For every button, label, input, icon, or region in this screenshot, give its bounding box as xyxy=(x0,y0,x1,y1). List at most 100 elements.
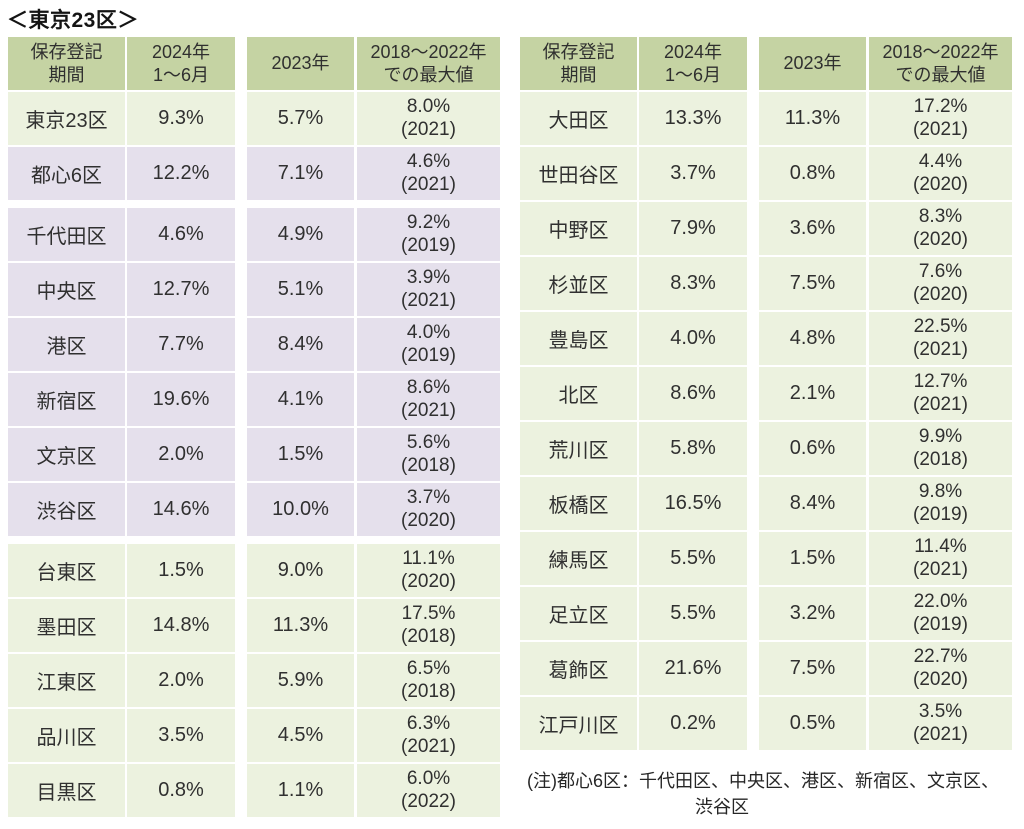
table-tokyo23-left: 保存登記 期間 2024年 1〜6月 2023年 2018〜2022年 での最大… xyxy=(8,37,500,819)
max-value-cell: 17.5% (2018) xyxy=(357,599,500,652)
ward-name-cell: 板橋区 xyxy=(520,477,637,530)
value-2024-cell: 7.7% xyxy=(127,318,235,371)
max-value: 6.0% xyxy=(406,767,451,789)
table-row: 杉並区 8.3% 7.5% 7.6% (2020) xyxy=(520,257,1012,310)
max-value: 3.9% xyxy=(406,266,451,288)
table-body-left: 東京23区 9.3% 5.7% 8.0% (2021) 都心6区 12.2% 7.1% 4.6%… xyxy=(8,92,500,817)
table-row: 新宿区 19.6% 4.1% 8.6% (2021) xyxy=(8,373,500,426)
value-2023-cell: 8.4% xyxy=(247,318,354,371)
max-value: 5.6% xyxy=(406,431,451,453)
max-value-cell: 11.4% (2021) xyxy=(869,532,1012,585)
col-header-max-2018-2022: 2018〜2022年 での最大値 xyxy=(357,37,500,90)
table-row: 豊島区 4.0% 4.8% 22.5% (2021) xyxy=(520,312,1012,365)
max-value-cell: 8.3% (2020) xyxy=(869,202,1012,255)
max-value-cell: 11.1% (2020) xyxy=(357,544,500,597)
value-2024-cell: 5.8% xyxy=(639,422,747,475)
table-row: 墨田区 14.8% 11.3% 17.5% (2018) xyxy=(8,599,500,652)
value-2024-cell: 1.5% xyxy=(127,544,235,597)
footnote-line1: (注)都心6区：千代田区、中央区、港区、新宿区、文京区、 xyxy=(527,771,999,791)
table-row: 中央区 12.7% 5.1% 3.9% (2021) xyxy=(8,263,500,316)
col-header-2023: 2023年 xyxy=(759,37,866,90)
max-value-cell: 3.9% (2021) xyxy=(357,263,500,316)
ward-name-cell: 中野区 xyxy=(520,202,637,255)
max-value: 22.7% xyxy=(913,645,968,667)
max-year: (2021) xyxy=(913,723,968,745)
max-value-cell: 22.7% (2020) xyxy=(869,642,1012,695)
max-year: (2022) xyxy=(401,790,456,812)
max-year: (2020) xyxy=(401,570,456,592)
ward-name-cell: 台東区 xyxy=(8,544,125,597)
table-body-right: 大田区 13.3% 11.3% 17.2% (2021) 世田谷区 3.7% 0.8% 4.4%… xyxy=(520,92,1012,750)
ward-name-cell: 文京区 xyxy=(8,428,125,481)
max-value: 8.6% xyxy=(406,376,451,398)
max-value: 4.0% xyxy=(406,321,451,343)
value-2023-cell: 1.5% xyxy=(247,428,354,481)
max-year: (2019) xyxy=(401,344,456,366)
value-2023-cell: 10.0% xyxy=(247,483,354,536)
max-year: (2021) xyxy=(913,393,968,415)
value-2024-cell: 19.6% xyxy=(127,373,235,426)
value-2023-cell: 5.9% xyxy=(247,654,354,707)
value-2024-cell: 0.2% xyxy=(639,697,747,750)
ward-name-cell: 杉並区 xyxy=(520,257,637,310)
table-row: 千代田区 4.6% 4.9% 9.2% (2019) xyxy=(8,208,500,261)
max-value: 9.8% xyxy=(918,480,963,502)
value-2023-cell: 4.9% xyxy=(247,208,354,261)
max-year: (2021) xyxy=(913,118,968,140)
page-title: ＜東京23区＞ xyxy=(7,9,139,32)
max-year: (2021) xyxy=(401,289,456,311)
table-row: 台東区 1.5% 9.0% 11.1% (2020) xyxy=(8,544,500,597)
max-year: (2021) xyxy=(401,399,456,421)
table-header-row: 保存登記 期間 2024年 1〜6月 2023年 2018〜2022年 での最大… xyxy=(520,37,1012,90)
max-value-cell: 4.4% (2020) xyxy=(869,147,1012,200)
ward-name-cell: 大田区 xyxy=(520,92,637,145)
max-year: (2020) xyxy=(913,668,968,690)
table-row: 東京23区 9.3% 5.7% 8.0% (2021) xyxy=(8,92,500,145)
footnote-line2: 渋谷区 xyxy=(695,797,749,818)
value-2024-cell: 5.5% xyxy=(639,532,747,585)
ward-name-cell: 足立区 xyxy=(520,587,637,640)
max-value: 12.7% xyxy=(913,370,968,392)
value-2024-cell: 8.6% xyxy=(639,367,747,420)
table-row: 板橋区 16.5% 8.4% 9.8% (2019) xyxy=(520,477,1012,530)
col-header-max-2018-2022: 2018〜2022年 での最大値 xyxy=(869,37,1012,90)
ward-name-cell: 東京23区 xyxy=(8,92,125,145)
max-value: 3.5% xyxy=(918,700,963,722)
value-2024-cell: 7.9% xyxy=(639,202,747,255)
max-value-cell: 5.6% (2018) xyxy=(357,428,500,481)
value-2023-cell: 0.5% xyxy=(759,697,866,750)
max-value-cell: 9.8% (2019) xyxy=(869,477,1012,530)
max-value-cell: 8.0% (2021) xyxy=(357,92,500,145)
max-year: (2021) xyxy=(401,173,456,195)
col-header-registration-period: 保存登記 期間 xyxy=(8,37,125,90)
max-year: (2021) xyxy=(401,118,456,140)
ward-name-cell: 江戸川区 xyxy=(520,697,637,750)
max-year: (2021) xyxy=(401,735,456,757)
table-row: 北区 8.6% 2.1% 12.7% (2021) xyxy=(520,367,1012,420)
col-header-2023: 2023年 xyxy=(247,37,354,90)
max-year: (2020) xyxy=(913,228,968,250)
ward-name-cell: 中央区 xyxy=(8,263,125,316)
max-year: (2018) xyxy=(401,454,456,476)
value-2023-cell: 11.3% xyxy=(759,92,866,145)
value-2024-cell: 8.3% xyxy=(639,257,747,310)
max-value-cell: 7.6% (2020) xyxy=(869,257,1012,310)
max-value: 8.0% xyxy=(406,95,451,117)
table-row: 足立区 5.5% 3.2% 22.0% (2019) xyxy=(520,587,1012,640)
max-year: (2020) xyxy=(913,173,968,195)
max-value: 6.5% xyxy=(406,657,451,679)
table-row: 葛飾区 21.6% 7.5% 22.7% (2020) xyxy=(520,642,1012,695)
table-header-row: 保存登記 期間 2024年 1〜6月 2023年 2018〜2022年 での最大… xyxy=(8,37,500,90)
value-2024-cell: 9.3% xyxy=(127,92,235,145)
ward-name-cell: 江東区 xyxy=(8,654,125,707)
value-2023-cell: 0.8% xyxy=(759,147,866,200)
max-value-cell: 9.9% (2018) xyxy=(869,422,1012,475)
table-row: 世田谷区 3.7% 0.8% 4.4% (2020) xyxy=(520,147,1012,200)
max-value-cell: 22.0% (2019) xyxy=(869,587,1012,640)
max-year: (2020) xyxy=(913,283,968,305)
table-row: 練馬区 5.5% 1.5% 11.4% (2021) xyxy=(520,532,1012,585)
value-2024-cell: 2.0% xyxy=(127,654,235,707)
value-2024-cell: 2.0% xyxy=(127,428,235,481)
max-value: 9.2% xyxy=(406,211,451,233)
table-row: 渋谷区 14.6% 10.0% 3.7% (2020) xyxy=(8,483,500,536)
